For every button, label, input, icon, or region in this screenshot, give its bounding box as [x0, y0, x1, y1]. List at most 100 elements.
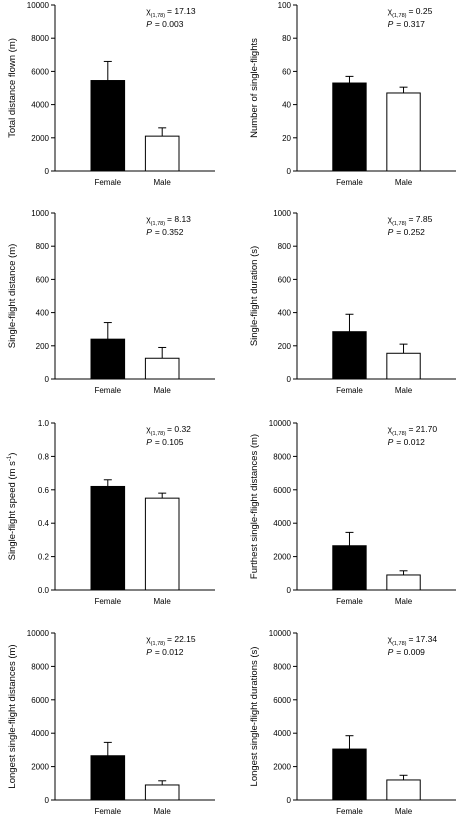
- x-category-label: Female: [336, 178, 363, 187]
- test-statistic: χ(1,78) = 0.25: [388, 6, 433, 19]
- bar-female: [332, 748, 367, 801]
- p-value: P = 0.317: [388, 19, 426, 29]
- y-tick-label: 20: [282, 134, 291, 143]
- y-axis-title: Total distance flown (m): [7, 38, 18, 138]
- y-tick-label: 100: [278, 1, 292, 10]
- y-tick-label: 2000: [273, 553, 291, 562]
- y-axis-title: Longest single-flight durations (s): [249, 647, 260, 787]
- statistic-value: = 0.25: [408, 6, 432, 16]
- y-tick-label: 800: [36, 242, 50, 251]
- y-axis-title-text: Furthest single-flight distances (m): [249, 434, 260, 579]
- x-category-label: Female: [94, 807, 121, 816]
- p-value: P = 0.352: [146, 227, 184, 237]
- bar-male: [144, 784, 180, 801]
- p-value-number: = 0.012: [155, 647, 184, 657]
- y-tick-label: 8000: [273, 662, 291, 671]
- x-category-label: Male: [395, 178, 413, 187]
- y-tick-label: 0.0: [38, 586, 50, 595]
- y-axis-title-end: ): [7, 453, 18, 456]
- y-axis-title-text: Longest single-flight distances (m): [7, 644, 18, 788]
- x-category-label: Female: [94, 597, 121, 606]
- y-axis-title-text: Single-flight speed (m s: [7, 461, 18, 561]
- y-tick-label: 1000: [31, 209, 49, 218]
- y-tick-label: 6000: [31, 696, 49, 705]
- y-tick-label: 0: [287, 167, 292, 176]
- x-category-label: Male: [395, 597, 413, 606]
- statistic-value: = 7.85: [408, 214, 432, 224]
- y-tick-label: 400: [36, 309, 50, 318]
- test-statistic: χ(1,78) = 0.32: [146, 424, 191, 437]
- statistic-value: = 21.70: [408, 424, 437, 434]
- chart-panel-4: 0 200 400 600 800 1000 Single-flight duration …: [249, 209, 456, 395]
- degrees-of-freedom: (1,78): [392, 221, 407, 227]
- p-symbol: P: [146, 437, 152, 447]
- bar-female: [332, 545, 367, 591]
- y-tick-label: 0.6: [38, 486, 50, 495]
- y-axis-title: Single-flight distance (m): [7, 244, 18, 349]
- y-tick-label: 200: [36, 342, 50, 351]
- y-tick-label: 10000: [27, 1, 50, 10]
- y-tick-label: 1000: [273, 209, 291, 218]
- chart-panel-7: 0 2000 4000 6000 8000 10000 Longest single-fli…: [7, 629, 215, 816]
- y-axis-title: Longest single-flight distances (m): [7, 644, 18, 788]
- y-tick-label: 0: [287, 586, 292, 595]
- bar-male: [386, 352, 421, 380]
- test-statistic: χ(1,78) = 22.15: [146, 634, 196, 647]
- p-symbol: P: [146, 19, 152, 29]
- test-statistic: χ(1,78) = 17.13: [146, 6, 196, 19]
- y-tick-label: 6000: [273, 696, 291, 705]
- statistic-value: = 22.15: [167, 634, 196, 644]
- y-tick-label: 8000: [31, 34, 49, 43]
- chart-panel-2: 0 20 40 60 80 100 Number of single-flights Fema…: [249, 1, 456, 187]
- y-tick-label: 0: [287, 796, 292, 805]
- chi-symbol: χ: [388, 6, 393, 16]
- bar-male: [144, 135, 180, 172]
- bar-male: [144, 357, 180, 380]
- chart-panel-5: 0.0 0.2 0.4 0.6 0.8 1.0 Single-flight speed (m…: [7, 419, 215, 606]
- y-tick-label: 4000: [31, 729, 49, 738]
- y-tick-label: 400: [278, 309, 292, 318]
- bar-female: [90, 485, 126, 591]
- y-tick-label: 10000: [269, 629, 292, 638]
- x-category-label: Male: [154, 178, 172, 187]
- y-tick-label: 6000: [31, 67, 49, 76]
- y-tick-label: 40: [282, 101, 291, 110]
- p-value: P = 0.003: [146, 19, 184, 29]
- y-tick-label: 4000: [273, 729, 291, 738]
- y-tick-label: 10000: [269, 419, 292, 428]
- statistic-value: = 8.13: [167, 214, 191, 224]
- y-axis-title: Furthest single-flight distances (m): [249, 434, 260, 579]
- y-tick-label: 1.0: [38, 419, 50, 428]
- y-tick-label: 8000: [273, 452, 291, 461]
- y-tick-label: 10000: [27, 629, 50, 638]
- p-value: P = 0.105: [146, 437, 184, 447]
- y-tick-label: 800: [278, 242, 292, 251]
- y-tick-label: 0: [287, 375, 292, 384]
- x-category-label: Female: [94, 178, 121, 187]
- y-axis-title: Number of single-flights: [249, 38, 260, 138]
- p-symbol: P: [388, 437, 394, 447]
- bar-male: [386, 574, 421, 591]
- y-tick-label: 0: [45, 167, 50, 176]
- degrees-of-freedom: (1,78): [392, 13, 407, 19]
- chart-panel-1: 0 2000 4000 6000 8000 10000 Total distance flo…: [7, 1, 215, 187]
- x-category-label: Female: [336, 386, 363, 395]
- y-tick-label: 600: [36, 275, 50, 284]
- chi-symbol: χ: [146, 214, 151, 224]
- y-axis-title-text: Longest single-flight durations (s): [249, 647, 260, 787]
- p-symbol: P: [388, 19, 394, 29]
- bar-female: [90, 80, 126, 172]
- statistic-value: = 17.34: [408, 634, 437, 644]
- degrees-of-freedom: (1,78): [151, 221, 166, 227]
- y-tick-label: 0: [45, 375, 50, 384]
- chi-symbol: χ: [388, 634, 393, 644]
- p-value: P = 0.252: [388, 227, 426, 237]
- test-statistic: χ(1,78) = 7.85: [388, 214, 433, 227]
- y-tick-label: 0.2: [38, 553, 50, 562]
- chart-panel-8: 0 2000 4000 6000 8000 10000 Longest single-fli…: [249, 629, 456, 816]
- statistic-value: = 17.13: [167, 6, 196, 16]
- x-category-label: Male: [154, 597, 172, 606]
- test-statistic: χ(1,78) = 21.70: [388, 424, 438, 437]
- y-tick-label: 4000: [31, 101, 49, 110]
